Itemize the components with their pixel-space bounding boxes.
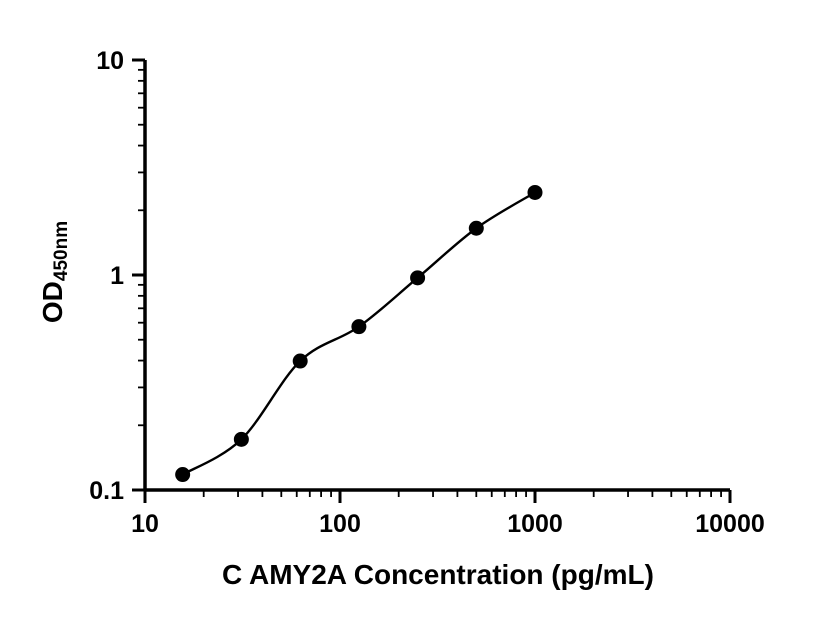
y-axis-title: OD450nm — [37, 221, 72, 323]
y-tick-label: 0.1 — [89, 477, 124, 505]
data-point — [468, 220, 484, 236]
x-tick-label: 1000 — [507, 510, 563, 538]
data-point — [233, 431, 249, 447]
data-point — [351, 319, 367, 335]
plot-layer — [175, 184, 543, 483]
y-axis-title-main: OD — [37, 281, 68, 323]
y-tick-label: 1 — [110, 262, 124, 290]
x-tick-label: 100 — [319, 510, 361, 538]
data-point — [175, 467, 191, 483]
x-tick-label: 10 — [131, 510, 159, 538]
data-point — [527, 184, 543, 200]
data-point — [292, 353, 308, 369]
x-tick-label: 10000 — [695, 510, 765, 538]
data-point — [410, 270, 426, 286]
y-axis-title-sub: 450nm — [51, 221, 72, 281]
y-tick-label: 10 — [96, 47, 124, 75]
axes-layer: 10 100 1000 10000 0.1 1 10 — [89, 47, 765, 538]
x-axis-title: C AMY2A Concentration (pg/mL) — [222, 559, 654, 590]
